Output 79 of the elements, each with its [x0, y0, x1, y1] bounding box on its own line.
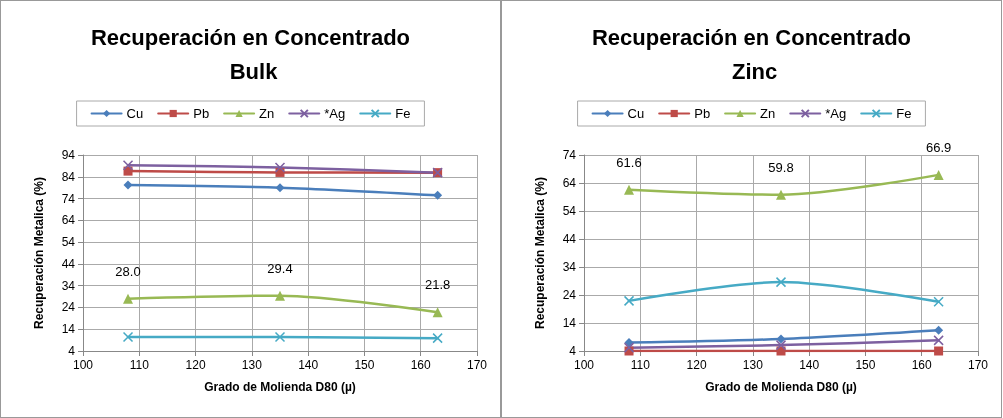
x-tick-label: 110: [129, 358, 150, 372]
data-label: 28.0: [115, 263, 141, 279]
point: [933, 296, 944, 307]
chart-title: Recuperación en Concentrado Bulk: [90, 24, 411, 84]
x-axis-title: Grado de Molienda D80 (µ): [705, 380, 857, 394]
data-label: 59.8: [768, 159, 794, 175]
point: [934, 325, 944, 335]
y-tick-label: 24: [61, 300, 76, 315]
legend-label: Cu: [126, 106, 144, 121]
point: [122, 159, 134, 171]
x-tick-label: 150: [855, 358, 876, 372]
legend-label: Fe: [896, 106, 912, 121]
y-tick-label: 34: [61, 278, 76, 293]
y-tick-label: 54: [562, 204, 577, 218]
x-tick-label: 160: [410, 358, 432, 372]
point: [122, 331, 134, 343]
y-tick-label: 44: [61, 256, 76, 271]
legend-label: Pb: [694, 106, 711, 121]
point: [123, 293, 134, 304]
y-tick-label: 44: [562, 232, 577, 246]
y-tick-label: 94: [61, 148, 76, 162]
point: [776, 334, 786, 344]
y-tick-label: 24: [562, 288, 577, 302]
legend-label: Zn: [259, 106, 275, 121]
point: [274, 162, 286, 173]
point: [432, 332, 443, 344]
y-tick-label: 64: [562, 176, 577, 190]
x-tick-label: 110: [630, 358, 651, 372]
point: [934, 346, 944, 356]
x-tick-label: 120: [185, 358, 206, 372]
point: [933, 335, 944, 346]
point: [623, 342, 635, 353]
y-tick-label: 4: [569, 344, 577, 358]
x-tick-label: 170: [466, 358, 488, 372]
legend-label: Cu: [627, 106, 645, 121]
data-label: 29.4: [267, 260, 293, 276]
point: [123, 180, 133, 190]
x-tick-label: 120: [686, 358, 707, 372]
data-label: 66.9: [925, 139, 952, 155]
legend-label: Pb: [193, 106, 210, 121]
y-axis-title: Recuperación Metalica (%): [533, 176, 547, 330]
y-tick-label: 64: [61, 213, 76, 228]
point: [933, 169, 944, 180]
y-tick-label: 14: [562, 316, 577, 330]
point: [624, 184, 635, 195]
legend-label: Fe: [395, 106, 411, 121]
x-tick-label: 100: [573, 358, 595, 372]
point: [432, 307, 443, 318]
point: [275, 183, 285, 193]
y-tick-label: 34: [562, 260, 577, 274]
point: [274, 331, 286, 343]
x-tick-label: 170: [967, 358, 989, 372]
point: [275, 290, 285, 301]
data-label: 21.8: [424, 277, 451, 293]
x-tick-label: 100: [72, 358, 94, 372]
y-tick-label: 54: [61, 235, 76, 250]
chart-title: Recuperación en Concentrado Zinc: [591, 24, 912, 84]
y-tick-label: 84: [61, 169, 76, 184]
x-tick-label: 160: [911, 358, 933, 372]
legend-label: *Ag: [324, 106, 346, 121]
point: [623, 295, 635, 307]
x-tick-label: 130: [241, 358, 263, 372]
point: [433, 190, 443, 200]
x-tick-label: 140: [298, 358, 319, 372]
y-axis-title: Recuperación Metalica (%): [32, 176, 46, 330]
x-tick-label: 140: [799, 358, 820, 372]
point: [776, 189, 786, 200]
y-tick-label: 14: [61, 322, 76, 337]
x-tick-label: 150: [354, 358, 375, 372]
point: [775, 339, 787, 351]
y-tick-label: 74: [61, 191, 76, 206]
y-tick-label: 4: [68, 344, 76, 358]
legend-label: Zn: [760, 106, 776, 121]
x-axis-title: Grado de Molienda D80 (µ): [204, 380, 356, 394]
y-tick-label: 74: [562, 148, 577, 162]
legend-label: *Ag: [825, 106, 847, 121]
x-tick-label: 130: [742, 358, 764, 372]
point: [775, 276, 787, 288]
data-label: 61.6: [616, 154, 642, 170]
